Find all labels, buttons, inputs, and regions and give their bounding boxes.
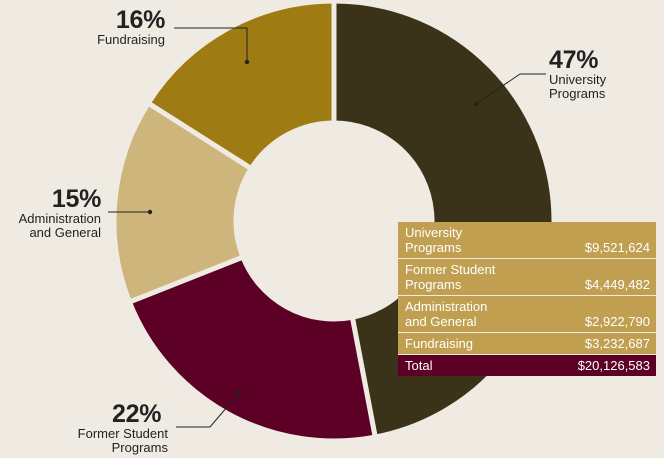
slice-administration xyxy=(111,99,255,306)
table-total-row: Total $20,126,583 xyxy=(398,355,656,376)
callout-label: Administration and General xyxy=(18,211,101,240)
slice-fundraising xyxy=(144,0,337,172)
leader-university-programs xyxy=(475,73,546,105)
row-amount: $2,922,790 xyxy=(584,314,650,329)
callout-former-student-programs: 22% Former Student Programs xyxy=(40,400,168,455)
leader-administration-dot xyxy=(147,209,153,215)
callout-pct: 47% xyxy=(549,46,599,74)
leader-fundraising-dot xyxy=(244,59,250,65)
row-amount: $3,232,687 xyxy=(584,336,650,351)
table-row: University Programs $9,521,624 xyxy=(398,222,656,259)
callout-university-programs: 47% University Programs xyxy=(549,46,659,101)
leader-former-student-programs xyxy=(176,392,240,428)
table-row: Administration and General $2,922,790 xyxy=(398,296,656,333)
callout-administration: 15% Administration and General xyxy=(0,185,102,240)
callout-fundraising: 16% Fundraising xyxy=(60,8,165,47)
row-name: Administration and General xyxy=(405,299,488,329)
row-name: University Programs xyxy=(405,225,463,255)
callout-pct: 15% xyxy=(51,185,101,213)
row-name: Former Student Programs xyxy=(405,262,496,292)
table-row: Fundraising $3,232,687 xyxy=(398,333,656,355)
callout-label: Former Student Programs xyxy=(77,426,168,455)
callout-label: Fundraising xyxy=(97,32,165,47)
leader-former-student-programs-dot xyxy=(236,390,242,396)
budget-table: University Programs $9,521,624 Former St… xyxy=(398,222,656,376)
callout-pct: 16% xyxy=(115,6,165,34)
row-amount: $9,521,624 xyxy=(584,240,650,255)
donut-slices xyxy=(111,0,557,444)
total-name: Total xyxy=(405,358,433,373)
callout-label: University Programs xyxy=(549,72,607,101)
total-amount: $20,126,583 xyxy=(577,358,650,373)
callout-pct: 22% xyxy=(112,400,162,428)
table-row: Former Student Programs $4,449,482 xyxy=(398,259,656,296)
row-name: Fundraising xyxy=(405,336,473,351)
leader-lines xyxy=(108,27,546,428)
row-amount: $4,449,482 xyxy=(584,277,650,292)
leader-fundraising xyxy=(174,27,248,62)
slice-former-student-programs xyxy=(126,253,379,444)
leader-university-programs-dot xyxy=(473,101,479,107)
